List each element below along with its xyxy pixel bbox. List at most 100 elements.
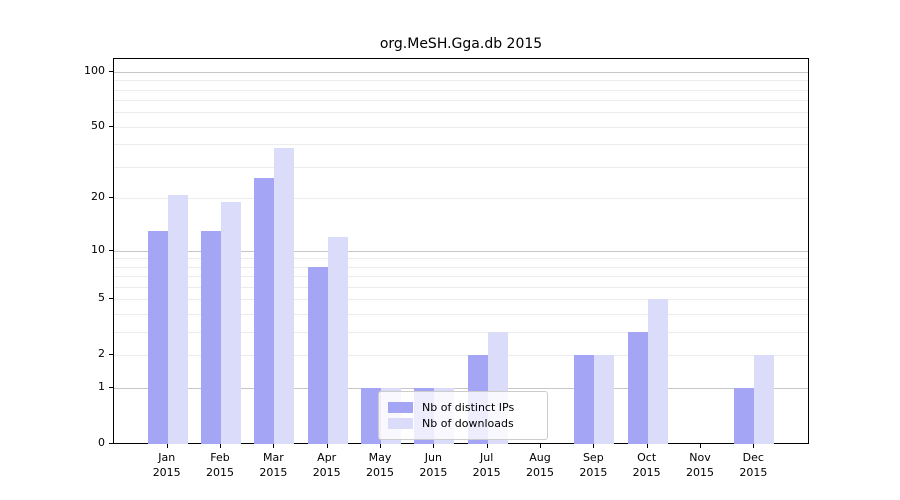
gridline-major xyxy=(114,250,808,252)
x-tick-mark xyxy=(593,444,595,448)
x-tick-label-nov: Nov 2015 xyxy=(670,450,730,480)
x-tick-mark xyxy=(380,444,382,448)
x-tick-month: Mar xyxy=(262,451,284,464)
bar-downloads-dec xyxy=(754,355,775,444)
x-tick-year: 2015 xyxy=(579,466,608,479)
bar-distinct-ips-feb xyxy=(201,231,222,444)
gridline-minor xyxy=(114,198,808,200)
x-tick-label-feb: Feb 2015 xyxy=(190,450,250,480)
gridline-minor xyxy=(114,355,808,357)
x-tick-year: 2015 xyxy=(152,466,181,479)
x-tick-year: 2015 xyxy=(312,466,341,479)
x-tick-month: Apr xyxy=(317,451,337,464)
x-tick-mark xyxy=(166,444,168,448)
x-tick-month: Jul xyxy=(480,451,494,464)
x-tick-mark xyxy=(273,444,275,448)
x-tick-month: Jan xyxy=(158,451,176,464)
x-tick-year: 2015 xyxy=(472,466,501,479)
gridline-minor xyxy=(114,299,808,301)
y-tick-mark xyxy=(109,249,113,251)
gridline-major xyxy=(114,71,808,73)
x-tick-label-dec: Dec 2015 xyxy=(723,450,783,480)
y-tick-mark xyxy=(109,125,113,127)
gridline-minor xyxy=(114,276,808,278)
x-tick-label-may: May 2015 xyxy=(350,450,410,480)
legend-swatch-distinct-ips xyxy=(388,402,413,413)
gridline-minor xyxy=(114,112,808,114)
bar-distinct-ips-may xyxy=(361,388,382,444)
y-tick-mark xyxy=(109,197,113,199)
x-tick-year: 2015 xyxy=(259,466,288,479)
gridline-minor xyxy=(114,89,808,91)
x-tick-year: 2015 xyxy=(526,466,554,479)
bar-distinct-ips-oct xyxy=(627,332,648,444)
x-tick-month: Sep xyxy=(582,451,604,464)
y-tick-mark xyxy=(109,443,113,444)
y-tick-mark xyxy=(109,298,113,300)
bar-downloads-oct xyxy=(647,299,668,444)
x-tick-mark xyxy=(433,444,435,448)
bar-distinct-ips-dec xyxy=(734,388,755,444)
legend-item-distinct-ips: Nb of distinct IPs xyxy=(388,401,538,414)
y-tick-mark xyxy=(109,70,113,72)
x-tick-label-apr: Apr 2015 xyxy=(297,450,357,480)
gridline-minor xyxy=(114,144,808,146)
bar-downloads-feb xyxy=(221,202,242,444)
x-tick-mark xyxy=(486,444,488,448)
x-tick-label-aug: Aug 2015 xyxy=(510,450,570,480)
gridline-minor xyxy=(114,126,808,128)
y-tick-label: 2 xyxy=(98,347,105,361)
x-tick-label-jul: Jul 2015 xyxy=(457,450,517,480)
x-tick-year: 2015 xyxy=(419,466,448,479)
y-tick-label: 5 xyxy=(98,291,105,305)
x-tick-month: Aug xyxy=(529,451,551,464)
x-tick-mark xyxy=(646,444,648,448)
gridline-minor xyxy=(114,332,808,334)
bar-downloads-mar xyxy=(274,148,295,444)
legend-swatch-downloads xyxy=(388,418,413,429)
y-tick-label: 100 xyxy=(84,63,105,77)
x-tick-month: Jun xyxy=(424,451,442,464)
bar-downloads-sep xyxy=(594,355,615,444)
x-tick-year: 2015 xyxy=(686,466,714,479)
gridline-minor xyxy=(114,166,808,168)
x-tick-year: 2015 xyxy=(739,466,768,479)
y-tick-label: 20 xyxy=(91,190,105,204)
y-tick-label: 50 xyxy=(91,118,105,132)
y-tick-label: 0 xyxy=(98,436,105,449)
x-tick-month: Oct xyxy=(637,451,657,464)
x-tick-label-sep: Sep 2015 xyxy=(563,450,623,480)
x-tick-mark xyxy=(700,444,701,448)
x-tick-label-mar: Mar 2015 xyxy=(243,450,303,480)
chart-title: org.MeSH.Gga.db 2015 xyxy=(379,36,543,52)
x-tick-month: Feb xyxy=(210,451,230,464)
x-tick-year: 2015 xyxy=(632,466,661,479)
gridline-minor xyxy=(114,314,808,316)
y-tick-mark xyxy=(109,387,113,389)
bar-downloads-apr xyxy=(327,237,348,444)
bar-distinct-ips-sep xyxy=(574,355,595,444)
gridline-minor xyxy=(114,80,808,82)
bar-distinct-ips-apr xyxy=(307,266,328,444)
x-tick-month: Nov xyxy=(689,451,711,464)
x-tick-year: 2015 xyxy=(366,466,395,479)
gridline-major xyxy=(114,388,808,390)
x-tick-mark xyxy=(753,444,755,448)
x-tick-year: 2015 xyxy=(206,466,235,479)
bar-downloads-jan xyxy=(167,194,188,444)
legend-item-downloads: Nb of downloads xyxy=(388,417,538,430)
x-tick-label-jan: Jan 2015 xyxy=(137,450,197,480)
x-tick-label-jun: Jun 2015 xyxy=(403,450,463,480)
legend-label-distinct-ips: Nb of distinct IPs xyxy=(422,401,515,414)
x-tick-month: Dec xyxy=(742,451,764,464)
x-tick-month: May xyxy=(368,451,392,464)
gridline-minor xyxy=(114,258,808,260)
x-tick-label-oct: Oct 2015 xyxy=(617,450,677,480)
plot-area: Nb of distinct IPs Nb of downloads xyxy=(113,58,809,444)
x-tick-mark xyxy=(220,444,222,448)
legend: Nb of distinct IPs Nb of downloads xyxy=(378,391,548,440)
x-tick-mark xyxy=(540,444,541,448)
bar-distinct-ips-jan xyxy=(147,231,168,444)
gridline-minor xyxy=(114,287,808,289)
